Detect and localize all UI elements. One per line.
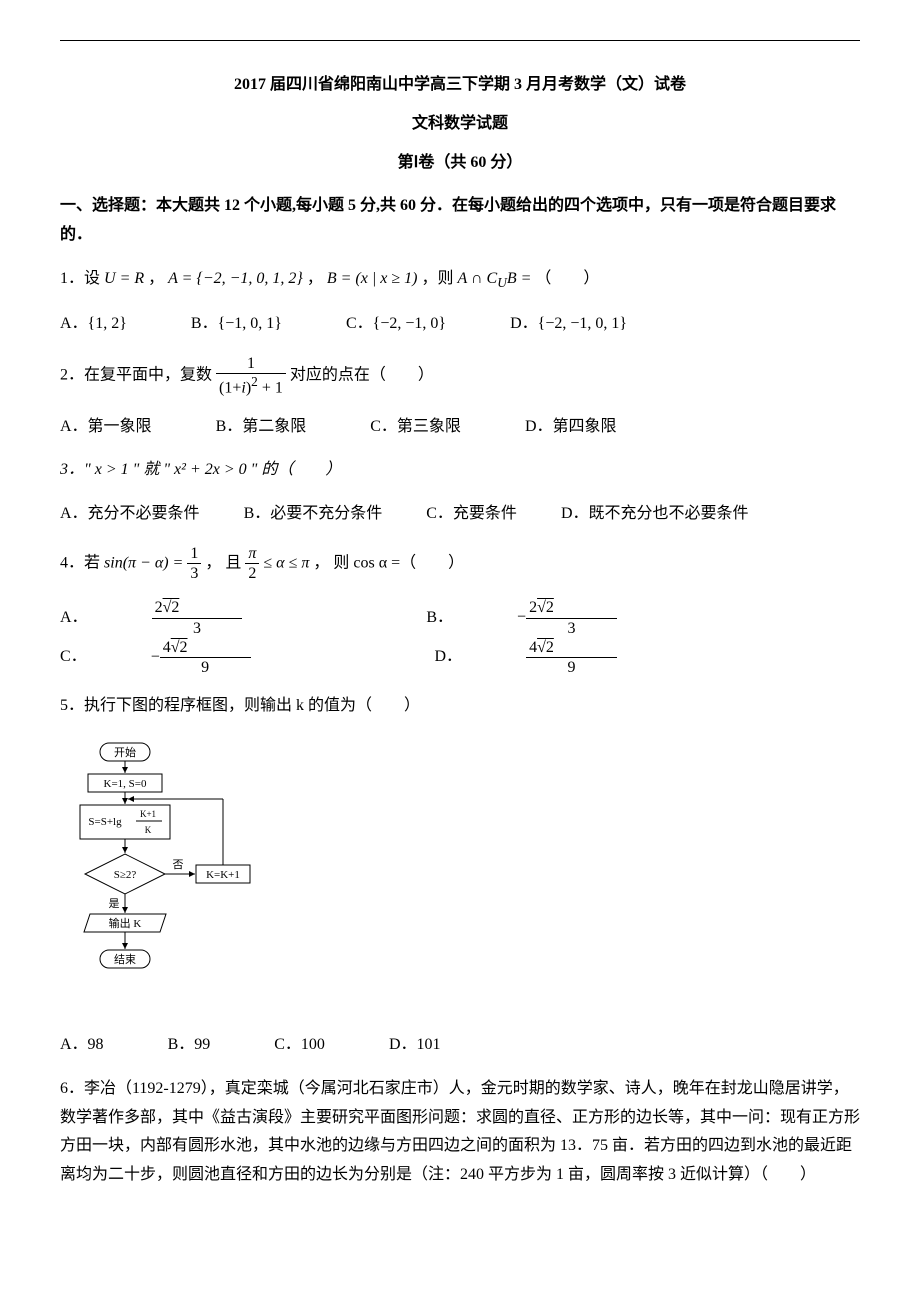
q4-optA: A． 2√23 xyxy=(60,598,362,637)
q1-optC: C．{−2, −1, 0} xyxy=(346,310,446,339)
q1-mid3: ，则 xyxy=(421,270,453,287)
q2-optC: C．第三象限 xyxy=(370,413,461,442)
q5-stem: 5．执行下图的程序框图，则输出 k 的值为（ ） xyxy=(60,697,420,714)
question-2: 2．在复平面中，复数 1 (1+i)2 + 1 对应的点在（ ） xyxy=(60,354,860,398)
q1-mid2: ， xyxy=(307,270,323,287)
q2-suffix: 对应的点在（ ） xyxy=(290,366,434,383)
q2-prefix: 2．在复平面中，复数 xyxy=(60,366,212,383)
q5-optB: B．99 xyxy=(168,1031,211,1060)
fc-end: 结束 xyxy=(114,953,136,966)
q1-expr-res: A ∩ CUB = xyxy=(457,270,535,287)
fc-no: 否 xyxy=(173,859,184,871)
fc-decision: S≥2? xyxy=(114,869,137,881)
q4-sin: sin(π − α) = xyxy=(104,554,187,571)
q1-optD: D．{−2, −1, 0, 1} xyxy=(510,310,627,339)
fc-num: K+1 xyxy=(140,809,156,819)
title-sub: 文科数学试题 xyxy=(60,110,860,139)
q3-options: A．充分不必要条件 B．必要不充分条件 C．充要条件 D．既不充分也不必要条件 xyxy=(60,500,860,529)
top-rule xyxy=(60,40,860,41)
fc-start: 开始 xyxy=(114,745,136,759)
title-main: 2017 届四川省绵阳南山中学高三下学期 3 月月考数学（文）试卷 xyxy=(60,71,860,100)
q3-optC: C．充要条件 xyxy=(426,500,517,529)
q4-optB: B． −2√23 xyxy=(426,598,737,637)
question-4: 4．若 sin(π − α) = 13 ， 且 π2 ≤ α ≤ π ， 则 c… xyxy=(60,544,860,583)
q3-optD: D．既不充分也不必要条件 xyxy=(561,500,749,529)
q3-optA: A．充分不必要条件 xyxy=(60,500,200,529)
fc-inc: K=K+1 xyxy=(206,869,240,881)
fc-yes: 是 xyxy=(109,897,120,910)
q4-frac1: 13 xyxy=(187,544,201,583)
q3-stem: 3．" x > 1 " 就 " x² + 2x > 0 " 的（ ） xyxy=(60,461,341,478)
q4-prefix: 4．若 xyxy=(60,554,100,571)
fc-init: K=1, S=0 xyxy=(104,778,147,790)
flowchart: 开始 K=1, S=0 S=S+lg K+1 K S≥2? 否 K=K+1 是 … xyxy=(70,741,860,1021)
q1-optA: A．{1, 2} xyxy=(60,310,127,339)
question-5: 5．执行下图的程序框图，则输出 k 的值为（ ） xyxy=(60,692,860,721)
q4-range: ≤ α ≤ π xyxy=(263,554,309,571)
fc-den: K xyxy=(145,825,152,835)
q4-options: A． 2√23 B． −2√23 C． −4√29 D． 4√29 xyxy=(60,598,860,677)
q1-options: A．{1, 2} B．{−1, 0, 1} C．{−2, −1, 0} D．{−… xyxy=(60,310,860,339)
q6-stem: 6．李冶（1192-1279），真定栾城（今属河北石家庄市）人，金元时期的数学家… xyxy=(60,1080,860,1183)
q4-frac2: π2 xyxy=(245,544,259,583)
q5-optA: A．98 xyxy=(60,1031,104,1060)
q1-expr-U: U = R xyxy=(104,270,148,287)
q2-options: A．第一象限 B．第二象限 C．第三象限 D．第四象限 xyxy=(60,413,860,442)
q1-mid1: ， xyxy=(148,270,164,287)
q1-expr-B: B = (x | x ≥ 1) xyxy=(327,270,418,287)
question-6: 6．李冶（1192-1279），真定栾城（今属河北石家庄市）人，金元时期的数学家… xyxy=(60,1075,860,1190)
q2-optD: D．第四象限 xyxy=(525,413,617,442)
q2-optA: A．第一象限 xyxy=(60,413,152,442)
q5-optC: C．100 xyxy=(274,1031,325,1060)
q1-stem-prefix: 1．设 xyxy=(60,270,100,287)
q5-options: A．98 B．99 C．100 D．101 xyxy=(60,1031,860,1060)
q5-optD: D．101 xyxy=(389,1031,441,1060)
fc-output: 输出 K xyxy=(109,916,142,930)
flowchart-svg: 开始 K=1, S=0 S=S+lg K+1 K S≥2? 否 K=K+1 是 … xyxy=(70,741,260,1021)
q1-suffix: （ ） xyxy=(535,270,599,287)
q3-optB: B．必要不充分条件 xyxy=(244,500,383,529)
title-part: 第Ⅰ卷（共 60 分） xyxy=(60,149,860,178)
question-3: 3．" x > 1 " 就 " x² + 2x > 0 " 的（ ） xyxy=(60,456,860,485)
q1-expr-A: A = {−2, −1, 0, 1, 2} xyxy=(168,270,303,287)
q4-mid: ， 且 xyxy=(205,554,241,571)
fc-process: S=S+lg xyxy=(88,816,122,828)
q4-suffix: ， 则 cos α =（ ） xyxy=(313,554,464,571)
q2-fraction: 1 (1+i)2 + 1 xyxy=(216,354,286,398)
section-heading: 一、选择题：本大题共 12 个小题,每小题 5 分,共 60 分．在每小题给出的… xyxy=(60,192,860,250)
q4-optD: D． 4√29 xyxy=(435,638,737,677)
q4-optC: C． −4√29 xyxy=(60,638,371,677)
question-1: 1．设 U = R ， A = {−2, −1, 0, 1, 2} ， B = … xyxy=(60,265,860,295)
q2-optB: B．第二象限 xyxy=(216,413,307,442)
q1-optB: B．{−1, 0, 1} xyxy=(191,310,282,339)
